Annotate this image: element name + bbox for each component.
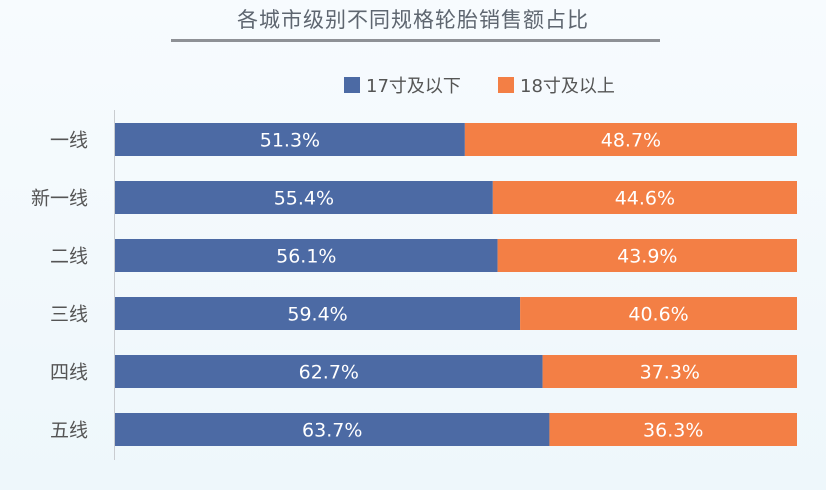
data-label-series-2: 43.9% <box>617 246 677 268</box>
legend-label-series-1: 17寸及以下 <box>366 76 461 97</box>
bar-series-2[interactable] <box>542 355 797 388</box>
y-tick-label: 三线 <box>50 304 88 326</box>
data-label-series-2: 36.3% <box>643 420 703 442</box>
y-tick-label: 二线 <box>50 246 88 268</box>
bar-series-2[interactable] <box>492 181 797 214</box>
legend-swatch-series-1 <box>344 77 360 93</box>
legend-swatch-series-2 <box>498 77 514 93</box>
y-tick-label: 一线 <box>50 130 88 152</box>
legend-item-series-2: 18寸及以上 <box>498 71 615 99</box>
bar-series-2[interactable] <box>549 413 797 446</box>
legend-item-series-1: 17寸及以下 <box>344 71 461 99</box>
data-label-series-2: 37.3% <box>640 362 700 384</box>
data-label-series-2: 40.6% <box>628 304 688 326</box>
bar-series-2[interactable] <box>497 239 797 272</box>
bar-series-1[interactable] <box>115 181 493 214</box>
data-label-series-1: 51.3% <box>260 130 320 152</box>
legend-label-series-2: 18寸及以上 <box>520 76 615 97</box>
data-label-series-1: 59.4% <box>287 304 347 326</box>
bar-series-1[interactable] <box>115 239 498 272</box>
bar-series-1[interactable] <box>115 355 543 388</box>
data-label-series-2: 44.6% <box>615 188 675 210</box>
bar-series-1[interactable] <box>115 123 465 156</box>
bar-series-2[interactable] <box>464 123 797 156</box>
title-underline <box>171 39 660 42</box>
legend: 17寸及以下 18寸及以上 <box>0 71 826 99</box>
y-tick-label: 新一线 <box>31 188 88 210</box>
bar-series-2[interactable] <box>520 297 797 330</box>
y-tick-label: 五线 <box>50 420 88 442</box>
chart-title: 各城市级别不同规格轮胎销售额占比 <box>237 8 589 32</box>
data-label-series-1: 63.7% <box>302 420 362 442</box>
data-label-series-2: 48.7% <box>601 130 661 152</box>
data-label-series-1: 56.1% <box>276 246 336 268</box>
data-label-series-1: 55.4% <box>274 188 334 210</box>
data-label-series-1: 62.7% <box>299 362 359 384</box>
bar-series-1[interactable] <box>115 297 521 330</box>
bar-series-1[interactable] <box>115 413 550 446</box>
y-tick-label: 四线 <box>50 362 88 384</box>
